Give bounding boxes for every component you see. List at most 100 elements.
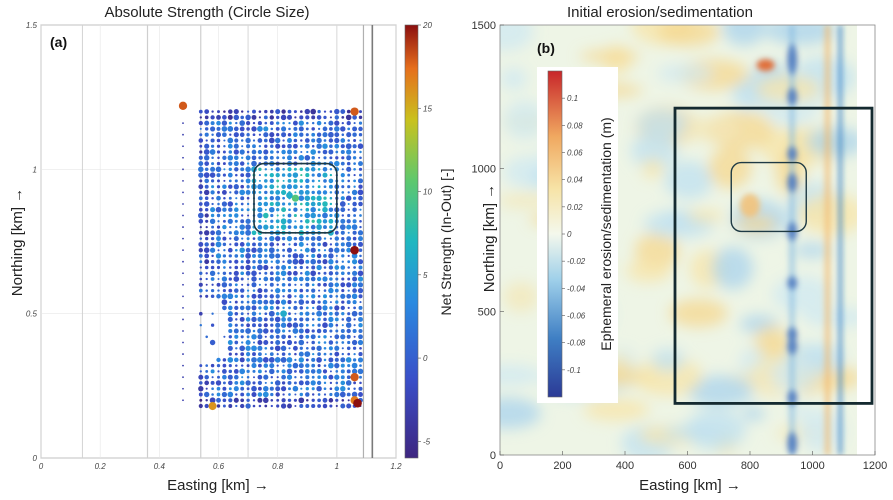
data-point	[257, 392, 263, 397]
data-point	[205, 364, 209, 367]
data-point	[257, 184, 263, 190]
data-point	[245, 166, 251, 173]
data-point	[293, 149, 298, 155]
data-point	[211, 225, 215, 229]
data-point	[318, 156, 321, 159]
data-point	[227, 218, 233, 224]
data-point	[317, 185, 321, 189]
data-point	[293, 126, 298, 131]
data-point	[293, 305, 298, 310]
data-point	[292, 322, 299, 329]
data-point	[293, 138, 298, 143]
erosion-patch	[631, 133, 678, 169]
data-point	[323, 266, 327, 269]
data-point	[282, 202, 286, 206]
data-point	[182, 179, 184, 182]
data-point	[317, 248, 321, 252]
data-point	[340, 230, 345, 235]
data-point	[275, 299, 281, 305]
data-point	[329, 329, 333, 333]
data-point	[322, 299, 328, 305]
data-point	[318, 289, 321, 292]
data-point	[216, 126, 221, 131]
data-point	[204, 207, 209, 212]
data-point	[228, 328, 233, 334]
data-point	[199, 116, 202, 119]
data-point	[292, 253, 299, 259]
data-point	[257, 293, 263, 299]
data-point	[322, 132, 328, 138]
sedimentation-patch	[625, 259, 672, 283]
data-point	[357, 189, 364, 196]
data-point	[240, 403, 245, 409]
colorbar-tick-label: -0.1	[567, 366, 581, 375]
data-point	[276, 398, 280, 402]
data-point	[293, 202, 298, 206]
data-point	[305, 282, 310, 287]
data-point	[239, 305, 245, 311]
data-point	[264, 109, 268, 114]
data-point	[210, 323, 215, 327]
sedimentation-patch	[798, 193, 866, 235]
data-point	[182, 191, 184, 194]
data-point	[268, 137, 275, 144]
data-point	[257, 259, 263, 264]
data-point	[275, 201, 281, 207]
data-point	[317, 283, 321, 287]
data-point	[340, 248, 345, 253]
data-point	[280, 403, 287, 409]
panel-a-x-ticks: 0 0.2 0.4 0.6 0.8 1 1.2	[39, 462, 402, 471]
data-point	[222, 162, 226, 166]
data-point	[240, 208, 244, 212]
data-point	[288, 306, 291, 310]
data-point	[228, 305, 233, 311]
data-point	[257, 138, 263, 143]
data-point	[251, 114, 257, 120]
data-point	[329, 173, 333, 177]
data-point	[227, 340, 233, 345]
data-point	[240, 277, 244, 281]
data-point	[345, 380, 352, 386]
data-point	[264, 179, 268, 183]
data-point	[311, 375, 315, 379]
data-point	[304, 369, 310, 374]
data-point	[252, 369, 256, 373]
data-point	[229, 191, 232, 194]
data-point	[293, 213, 297, 218]
data-point	[334, 386, 340, 392]
data-point	[347, 213, 351, 218]
data-point	[352, 346, 357, 350]
data-point	[222, 207, 227, 212]
data-point	[216, 404, 221, 408]
data-point	[210, 259, 215, 264]
data-point	[281, 352, 286, 356]
data-point	[287, 143, 292, 149]
erosion-patch	[651, 348, 685, 372]
data-point	[311, 340, 315, 345]
data-point	[251, 282, 257, 288]
data-point	[233, 149, 239, 155]
data-point	[205, 387, 208, 390]
data-point	[246, 364, 250, 368]
data-point	[246, 300, 250, 304]
data-point	[262, 357, 269, 363]
data-point	[245, 264, 251, 271]
data-point	[287, 317, 292, 322]
data-point	[199, 271, 203, 275]
data-point	[293, 341, 297, 344]
data-point	[323, 271, 327, 275]
data-point	[357, 287, 364, 294]
data-point	[211, 376, 214, 379]
data-point	[270, 168, 274, 171]
data-point	[228, 335, 232, 339]
data-point	[299, 115, 304, 120]
data-point	[233, 369, 239, 374]
data-point	[222, 386, 227, 391]
data-point	[210, 115, 215, 120]
data-point	[222, 150, 226, 154]
data-point	[328, 287, 334, 294]
data-point	[346, 316, 352, 323]
data-point	[351, 391, 358, 398]
data-point	[311, 346, 316, 351]
data-point	[292, 385, 299, 392]
